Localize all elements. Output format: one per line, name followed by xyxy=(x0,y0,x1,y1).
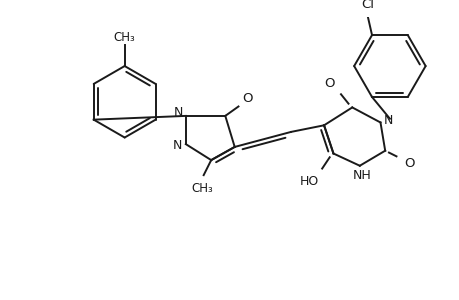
Text: Cl: Cl xyxy=(360,0,373,11)
Text: CH₃: CH₃ xyxy=(190,182,212,195)
Text: HO: HO xyxy=(299,175,318,188)
Text: N: N xyxy=(172,140,182,152)
Text: O: O xyxy=(242,92,252,106)
Text: O: O xyxy=(324,77,334,90)
Text: N: N xyxy=(173,106,183,118)
Text: O: O xyxy=(403,158,414,170)
Text: NH: NH xyxy=(352,169,370,182)
Text: CH₃: CH₃ xyxy=(113,31,135,44)
Text: N: N xyxy=(382,114,392,127)
